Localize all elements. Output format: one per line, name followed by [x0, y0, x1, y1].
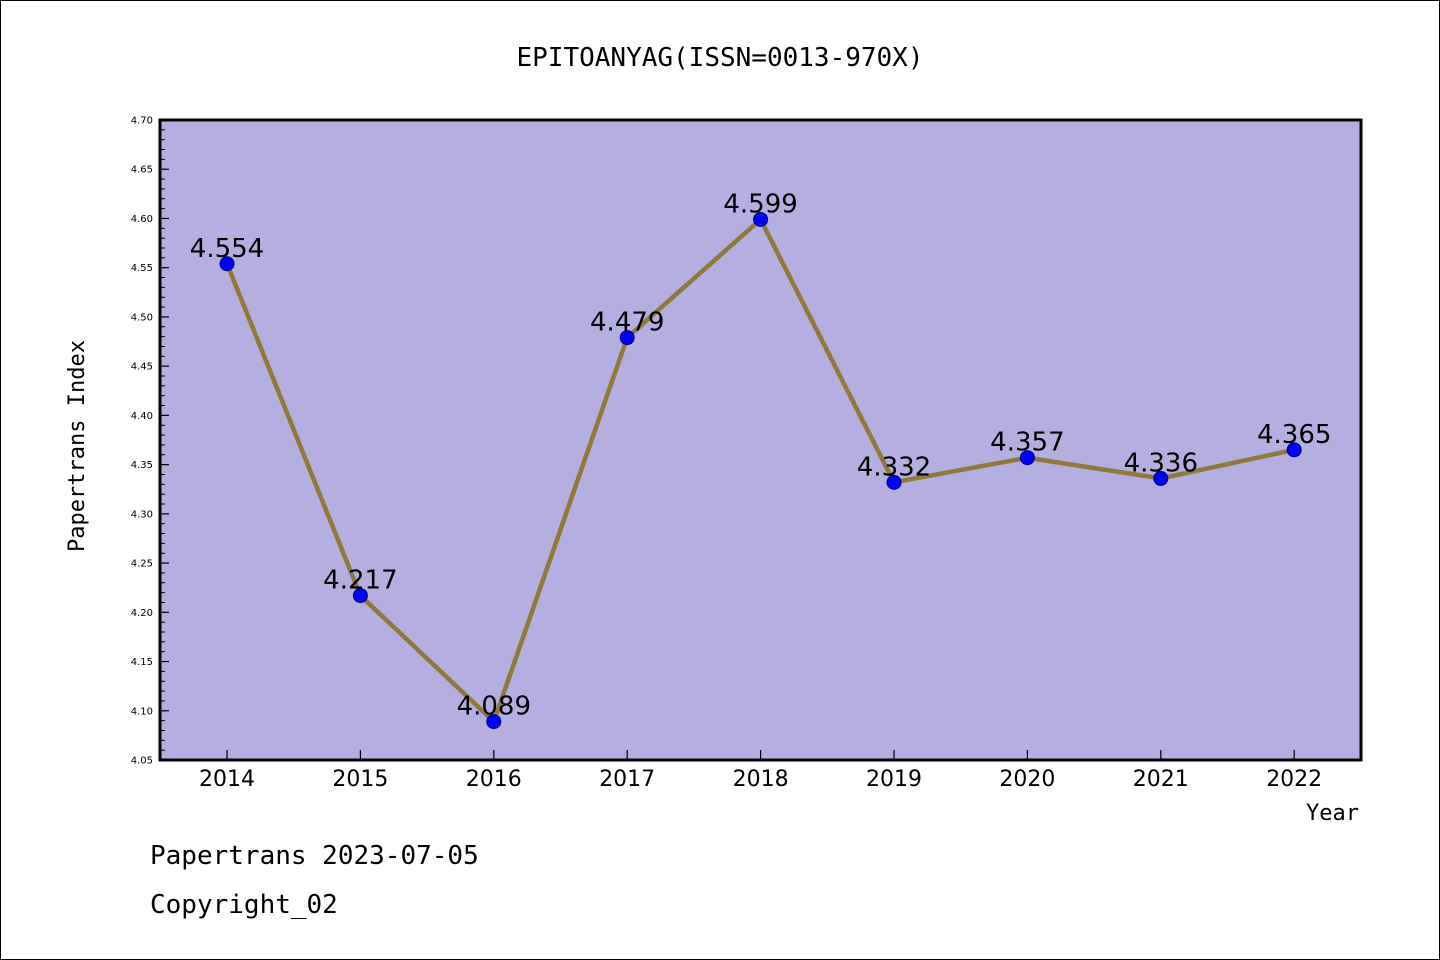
y-tick-label: 4.20	[131, 608, 153, 619]
data-label: 4.217	[323, 566, 397, 596]
y-tick-label: 4.70	[131, 116, 153, 127]
x-tick-label: 2019	[866, 767, 922, 792]
y-tick-label: 4.40	[131, 411, 153, 422]
x-tick-label: 2020	[999, 767, 1055, 792]
y-tick-label: 4.50	[131, 312, 153, 323]
data-point	[1153, 470, 1169, 486]
chart-title: EPITOANYAG(ISSN=0013-970X)	[517, 43, 924, 73]
data-label: 4.554	[190, 234, 264, 264]
x-tick-label: 2022	[1266, 767, 1322, 792]
data-point	[1286, 442, 1302, 458]
x-tick-label: 2016	[466, 767, 522, 792]
y-tick-label: 4.35	[131, 460, 153, 471]
data-label: 4.479	[590, 308, 664, 338]
data-label: 4.089	[457, 692, 531, 722]
data-point	[886, 474, 902, 490]
y-tick-label: 4.05	[131, 756, 153, 767]
x-tick-label: 2021	[1133, 767, 1189, 792]
data-label: 4.365	[1257, 420, 1331, 450]
x-tick-label: 2017	[599, 767, 655, 792]
y-tick-label: 4.30	[131, 509, 153, 520]
x-tick-label: 2015	[332, 767, 388, 792]
y-tick-label: 4.45	[131, 362, 153, 373]
series-layer: 4.554 4.217 4.089 4.479 4.599 4.332 4.357 4.336…	[190, 189, 1331, 730]
data-label: 4.336	[1124, 448, 1198, 478]
data-point	[753, 211, 769, 227]
y-tick-label: 4.65	[131, 165, 153, 176]
data-label: 4.332	[857, 452, 931, 482]
footer-copyright: Copyright_02	[150, 890, 338, 920]
x-tick-label: 2018	[733, 767, 789, 792]
y-tick-label: 4.60	[131, 214, 153, 225]
data-point	[352, 588, 368, 604]
x-axis-label: Year	[1306, 801, 1359, 826]
footer-date: Papertrans 2023-07-05	[150, 841, 479, 871]
y-axis: 4.05 4.10 4.15 4.20 4.25 4.30 4.35 4.40 4.45 4.50…	[131, 116, 169, 767]
y-axis-label: Papertrans Index	[65, 340, 90, 552]
x-axis: 2014 2015 2016 2017 2018 2019 2020 2021 2022	[199, 750, 1322, 792]
data-point	[619, 330, 635, 346]
y-tick-label: 4.55	[131, 263, 153, 274]
x-tick-label: 2014	[199, 767, 255, 792]
y-tick-label: 4.25	[131, 559, 153, 570]
y-tick-label: 4.10	[131, 706, 153, 717]
data-label: 4.599	[723, 189, 797, 219]
data-label: 4.357	[990, 428, 1064, 458]
data-point	[1019, 450, 1035, 466]
data-point	[486, 714, 502, 730]
y-tick-label: 4.15	[131, 657, 153, 668]
data-point	[219, 256, 235, 272]
